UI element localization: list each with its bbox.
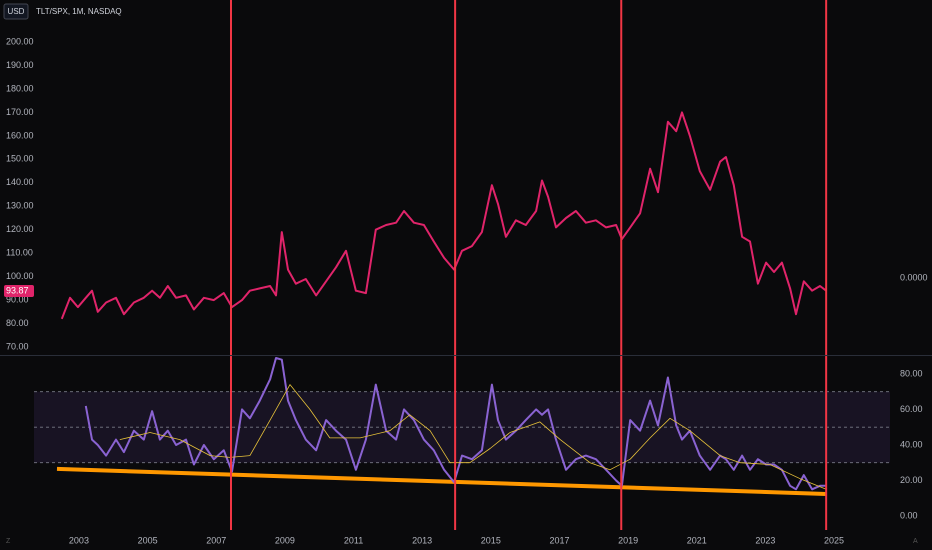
x-tick-label: 2007 — [206, 535, 226, 545]
y-tick-label: 200.00 — [6, 36, 34, 46]
y-tick-label: 190.00 — [6, 60, 34, 70]
y-tick-label: 170.00 — [6, 107, 34, 117]
y-tick-label: 60.00 — [900, 404, 923, 414]
right-label: 0.0000 — [900, 272, 928, 282]
corner-left[interactable]: Z — [6, 538, 11, 545]
y-tick-label: 70.00 — [6, 341, 29, 351]
y-tick-label: 110.00 — [6, 248, 33, 258]
x-tick-label: 2011 — [344, 535, 363, 545]
currency-button[interactable] — [3, 3, 29, 20]
x-tick-label: 2021 — [687, 535, 707, 545]
x-tick-label: 2023 — [755, 535, 775, 545]
x-tick-label: 2015 — [481, 535, 501, 545]
series-line — [60, 111, 827, 320]
x-tick-label: 2025 — [824, 535, 844, 545]
trendline — [56, 466, 827, 496]
y-tick-label: 90.00 — [6, 294, 29, 304]
y-tick-label: 160.00 — [6, 130, 34, 140]
x-tick-label: 2013 — [412, 535, 432, 545]
y-tick-label: 120.00 — [6, 224, 34, 234]
y-tick-label: 130.00 — [6, 201, 34, 211]
x-tick-label: 2019 — [618, 535, 638, 545]
y-tick-label: 180.00 — [6, 83, 34, 93]
last-value-label: 93.87 — [6, 285, 29, 295]
last-value-tag — [4, 285, 34, 298]
y-tick-label: 20.00 — [900, 475, 923, 485]
symbol: TLT/SPX, 1M, NASDAQ — [36, 7, 122, 16]
corner-right[interactable]: A — [913, 538, 918, 545]
series-line — [84, 357, 827, 491]
currency[interactable]: USD — [8, 7, 25, 16]
y-tick-label: 80.00 — [6, 318, 29, 328]
x-tick-label: 2009 — [275, 535, 295, 545]
x-tick-label: 2005 — [138, 535, 158, 545]
x-tick-label: 2003 — [69, 535, 89, 545]
y-tick-label: 150.00 — [6, 154, 34, 164]
y-tick-label: 80.00 — [900, 368, 923, 378]
y-tick-label: 40.00 — [900, 439, 923, 449]
y-tick-label: 100.00 — [6, 271, 34, 281]
series-line — [119, 384, 827, 490]
x-tick-label: 2017 — [549, 535, 569, 545]
y-tick-label: 0.00 — [900, 510, 918, 520]
y-tick-label: 140.00 — [6, 177, 34, 187]
